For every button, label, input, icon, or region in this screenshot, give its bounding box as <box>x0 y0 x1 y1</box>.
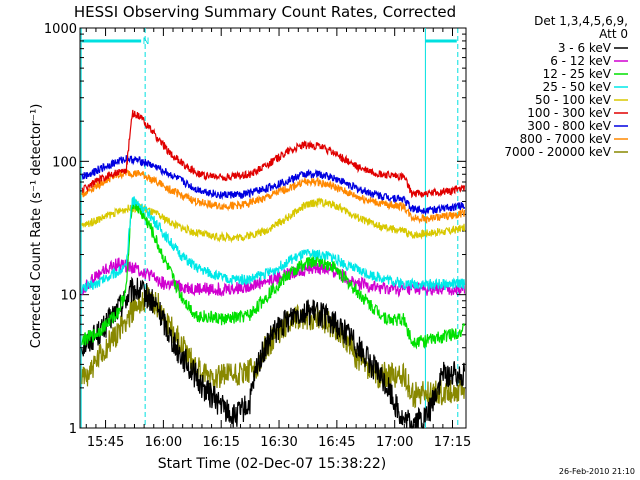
legend-label-7: 800 - 7000 keV <box>520 132 612 146</box>
x-axis-title: Start Time (02-Dec-07 15:38:22) <box>158 456 386 472</box>
series-line-7 <box>81 169 466 225</box>
data-layer: 15:45 16:00 16:15 16:30 16:45 17:00 17:15 1 10 10… <box>44 22 628 450</box>
legend-label-0: 3 - 6 keV <box>558 41 612 55</box>
series-line-3 <box>81 196 466 294</box>
legend-header-1: Det 1,3,4,5,6,9, <box>534 14 628 28</box>
legend-label-1: 6 - 12 keV <box>550 54 612 68</box>
series-line-2 <box>81 198 466 350</box>
night-marker-label: N <box>143 37 150 47</box>
legend-label-8: 7000 - 20000 keV <box>504 145 611 159</box>
y-axis-title: Corrected Count Rate (s⁻¹ detector⁻¹) <box>29 104 44 349</box>
legend-header-2: Att 0 <box>599 27 628 41</box>
series-line-8 <box>81 285 466 409</box>
generated-timestamp: 26-Feb-2010 21:10 <box>559 467 635 476</box>
x-tick-label: 15:45 <box>87 435 124 450</box>
y-tick-label: 10 <box>60 289 77 304</box>
x-tick-label: 16:15 <box>202 435 239 450</box>
legend-label-5: 100 - 300 keV <box>527 106 611 120</box>
series-line-5 <box>81 109 466 199</box>
chart-title: HESSI Observing Summary Count Rates, Cor… <box>74 3 456 21</box>
x-tick-label: 16:45 <box>318 435 355 450</box>
legend-label-6: 300 - 800 keV <box>527 119 611 133</box>
x-tick-label: 17:00 <box>376 435 413 450</box>
legend-label-4: 50 - 100 keV <box>535 93 612 107</box>
series-line-6 <box>81 155 466 216</box>
y-tick-label: 1 <box>69 422 77 437</box>
x-tick-label: 17:15 <box>434 435 471 450</box>
legend-label-2: 12 - 25 keV <box>543 67 612 81</box>
series-line-0 <box>81 276 466 429</box>
y-tick-label: 100 <box>52 155 77 170</box>
plot-frame <box>79 27 467 429</box>
legend-label-3: 25 - 50 keV <box>543 80 612 94</box>
x-tick-label: 16:30 <box>260 435 297 450</box>
y-tick-label: 1000 <box>44 22 77 37</box>
x-tick-label: 16:00 <box>145 435 182 450</box>
